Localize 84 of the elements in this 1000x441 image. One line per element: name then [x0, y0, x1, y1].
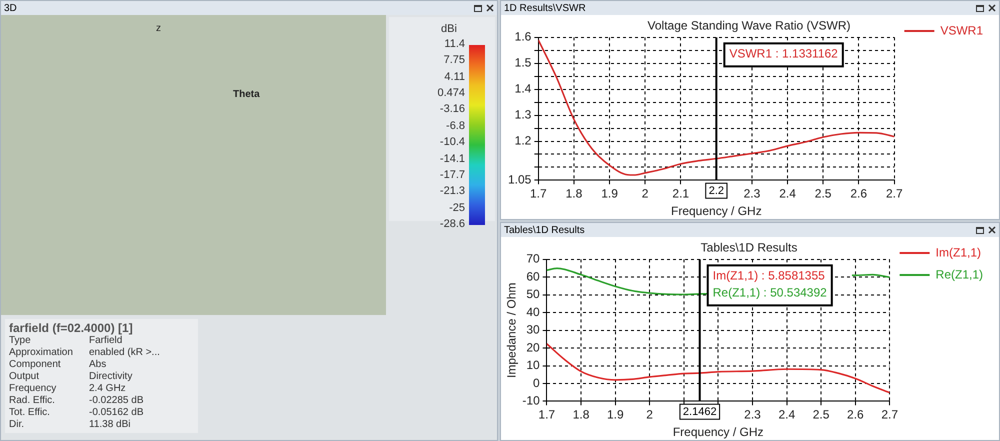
- annotation: VSWR1 : 1.1331162: [729, 46, 838, 61]
- y-tick-label: 1.6: [514, 30, 532, 44]
- text: 2.4 GHz: [89, 383, 126, 395]
- y-tick-label: 20: [526, 340, 540, 354]
- text: -21.3: [440, 185, 465, 198]
- legend-label: VSWR1: [940, 23, 984, 38]
- y-tick-label: 30: [526, 322, 540, 337]
- text: 0.474: [437, 87, 465, 100]
- x-tick-label: 2.3: [744, 186, 761, 201]
- text: -28.6: [440, 218, 465, 230]
- x-tick-label: 2.5: [814, 186, 832, 201]
- text: -17.7: [440, 168, 465, 181]
- text: Output: [9, 371, 40, 383]
- chart-title: Tables\1D Results: [700, 240, 798, 255]
- text: farfield (f=02.4000) [1]: [9, 321, 134, 335]
- x-tick-label: 1.7: [530, 186, 548, 201]
- y-tick-label: 1.4: [514, 82, 532, 96]
- text: 11.38 dBi: [89, 419, 131, 431]
- text: -6.8: [446, 120, 465, 132]
- line-series: [538, 39, 894, 176]
- text: Tot. Effic.: [9, 407, 51, 419]
- text: Dir.: [9, 419, 25, 431]
- annotation: Re(Z1,1) : 50.534392: [712, 286, 828, 300]
- y-tick-label: 50: [526, 287, 540, 302]
- x-tick-label: 2: [642, 186, 649, 201]
- color-bar-title: dBi: [441, 23, 457, 35]
- y-tick-label: 1.05: [508, 172, 532, 187]
- legend-label: Im(Z1,1): [936, 245, 981, 260]
- x-tick-label: 2.7: [886, 186, 903, 201]
- x-tick-label: 2.4: [778, 408, 796, 422]
- chart-title: Voltage Standing Wave Ratio (VSWR): [648, 18, 850, 33]
- x-tick-label: 2.6: [847, 408, 864, 422]
- y-axis-title: Impedance / Ohm: [504, 282, 519, 378]
- y-tick-label: -10: [522, 394, 540, 408]
- y-tick-label: 40: [526, 304, 540, 319]
- text: -10.4: [440, 136, 465, 148]
- x-tick-label: 1.8: [566, 186, 583, 201]
- y-tick-label: 0: [533, 376, 540, 390]
- y-tick-label: 10: [526, 358, 540, 372]
- legend-label: Re(Z1,1): [936, 267, 984, 282]
- y-tick-label: 60: [526, 269, 540, 284]
- text: z: [156, 23, 161, 34]
- x-tick-label: 1.7: [538, 408, 556, 422]
- x-tick-label: 2.5: [812, 408, 830, 422]
- text: -25: [449, 202, 465, 214]
- x-tick-label: 2.4: [779, 186, 796, 201]
- line-series: [546, 342, 890, 394]
- y-tick-label: 1.3: [514, 108, 532, 122]
- text: Frequency: [9, 383, 58, 395]
- x-axis-title: Frequency / GHz: [670, 204, 762, 218]
- x-tick-label: 1.9: [601, 186, 618, 201]
- text: -3.16: [440, 103, 465, 116]
- x-axis-title: Frequency / GHz: [672, 425, 764, 440]
- text: 4.11: [444, 70, 465, 83]
- chart-subtitle: Tables\1D Results: [504, 224, 585, 236]
- x-tick-label: 2.3: [744, 408, 762, 422]
- chart-subtitle: 1D Results\VSWR: [504, 2, 586, 14]
- x-tick-label: 1.9: [606, 408, 624, 422]
- x-tick-label: 2.1: [672, 186, 690, 201]
- y-tick-label: 1.5: [514, 56, 532, 70]
- ref-line-label: 2.1462: [682, 406, 717, 418]
- x-tick-label: 2.7: [881, 408, 898, 422]
- x-tick-label: 1.8: [572, 408, 590, 422]
- y-tick-label: 70: [526, 252, 540, 266]
- text: -0.02285 dB: [89, 395, 144, 407]
- x-tick-label: 2: [646, 408, 654, 422]
- annotation: Im(Z1,1) : 5.8581355: [712, 268, 826, 283]
- text: -14.1: [440, 152, 465, 165]
- text: 7.75: [444, 54, 465, 66]
- text: enabled (kR >...: [89, 347, 160, 359]
- y-tick-label: 1.2: [514, 134, 532, 148]
- text: Abs: [89, 359, 106, 371]
- text: Approximation: [9, 347, 74, 359]
- text: Directivity: [89, 371, 132, 383]
- text: Type: [9, 335, 32, 347]
- text: -0.05162 dB: [89, 407, 144, 419]
- text: Theta: [233, 89, 260, 100]
- text: 3D: [4, 2, 17, 14]
- text: Farfield: [89, 335, 122, 347]
- text: Rad. Effic.: [9, 395, 56, 407]
- text: 11.4: [444, 38, 465, 50]
- text: Component: [9, 359, 62, 371]
- x-tick-label: 2.6: [850, 186, 868, 201]
- ref-line-label: 2.2: [708, 185, 724, 198]
